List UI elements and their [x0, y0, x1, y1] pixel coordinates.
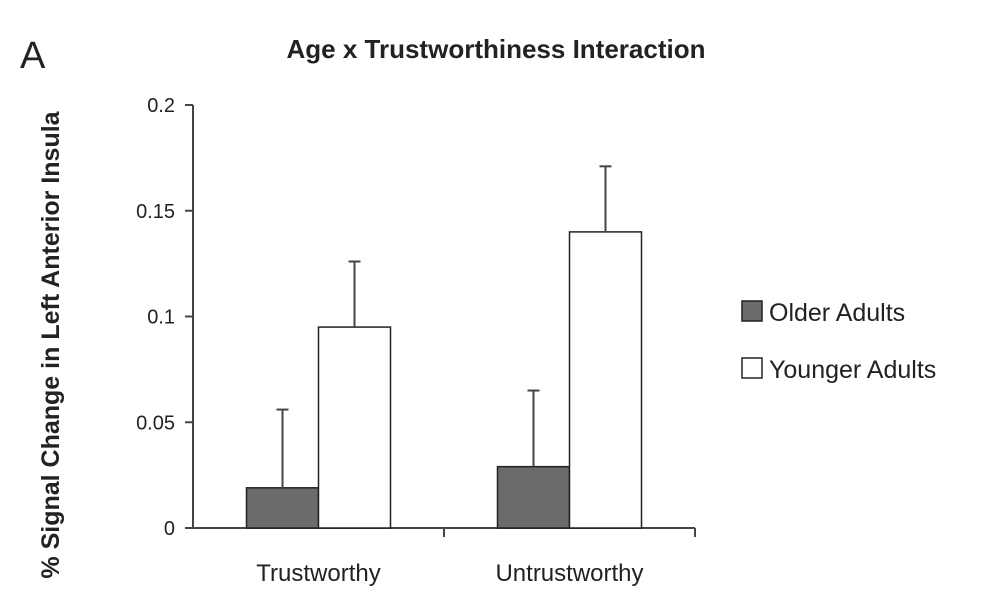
legend-swatch — [741, 357, 763, 379]
bar — [568, 231, 643, 529]
y-tick-label: 0.05 — [136, 412, 175, 434]
bars — [245, 165, 643, 529]
legend: Older Adults Younger Adults — [741, 299, 936, 384]
legend-label: Younger Adults — [769, 356, 936, 384]
y-tick-label: 0.2 — [147, 95, 175, 117]
chart-title: Age x Trustworthiness Interaction — [287, 34, 706, 64]
y-tick-label: 0.15 — [136, 201, 175, 223]
bar — [496, 465, 571, 529]
x-category-label: Trustworthy — [256, 560, 380, 587]
legend-swatch — [741, 300, 763, 322]
bar — [245, 487, 320, 529]
panel-label: A — [20, 35, 46, 77]
bar — [317, 326, 392, 529]
y-tick-label: 0.1 — [147, 307, 175, 329]
x-category-label: Untrustworthy — [495, 560, 643, 587]
y-axis-label: % Signal Change in Left Anterior Insula — [37, 110, 65, 578]
axes: 0 0.05 0.1 0.15 0.2 Trustworthy Untrustworthy — [136, 95, 696, 587]
legend-label: Older Adults — [769, 299, 905, 327]
y-tick-label: 0 — [164, 518, 175, 540]
